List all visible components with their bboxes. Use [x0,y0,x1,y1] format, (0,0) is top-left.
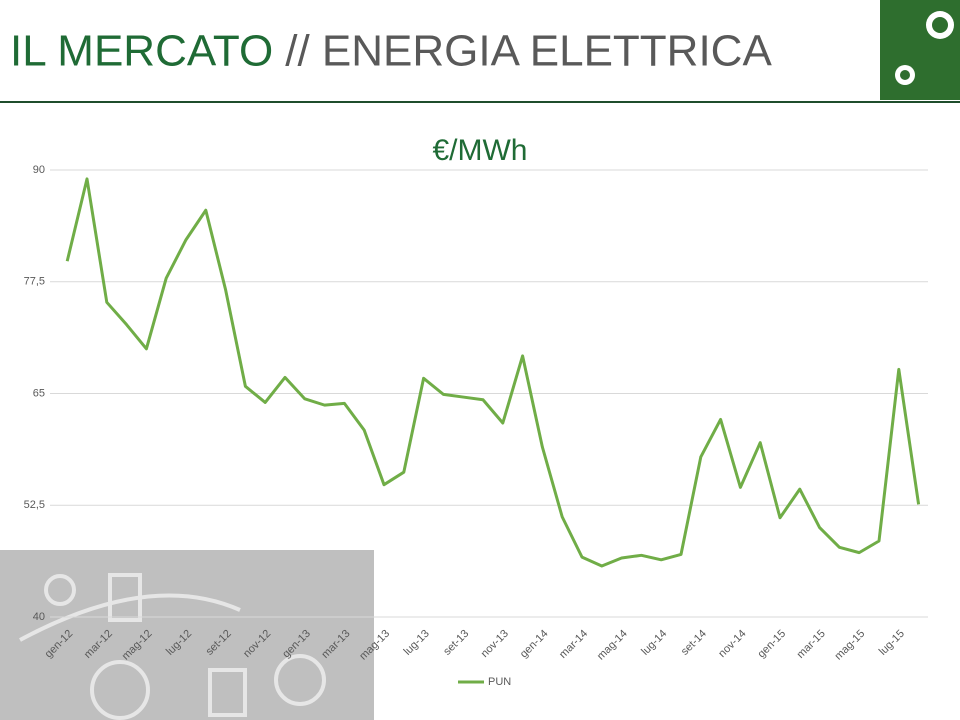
x-tick-label: set-14 [679,628,709,658]
line-series [65,177,921,568]
y-tick-label: 77,5 [24,276,45,288]
x-tick-label: mag-14 [595,628,630,663]
x-tick-label: set-13 [441,628,471,658]
decor-icons [19,573,326,720]
legend-label: PUN [488,676,511,688]
x-tick-label: mar-14 [557,628,590,661]
x-tick-label: nov-13 [479,628,511,660]
y-tick-label: 90 [33,164,45,176]
decor-image [0,550,374,720]
x-tick-label: lug-15 [877,628,907,658]
logo [880,0,960,100]
y-tick-label: 40 [33,611,45,623]
x-tick-label: nov-14 [716,628,748,660]
chart-title: €/MWh [432,134,527,167]
y-tick-label: 52,5 [24,499,45,511]
x-tick-label: mag-15 [833,628,868,663]
x-tick-label: mar-15 [795,628,828,661]
y-tick-label: 65 [33,387,45,399]
x-tick-label: lug-14 [639,628,669,658]
x-tick-label: gen-15 [755,628,788,661]
x-tick-label: gen-14 [518,628,551,661]
x-tick-label: lug-13 [402,628,432,658]
slide-title: IL MERCATO [10,27,273,76]
slide-title-rest: // ENERGIA ELETTRICA [285,27,772,76]
